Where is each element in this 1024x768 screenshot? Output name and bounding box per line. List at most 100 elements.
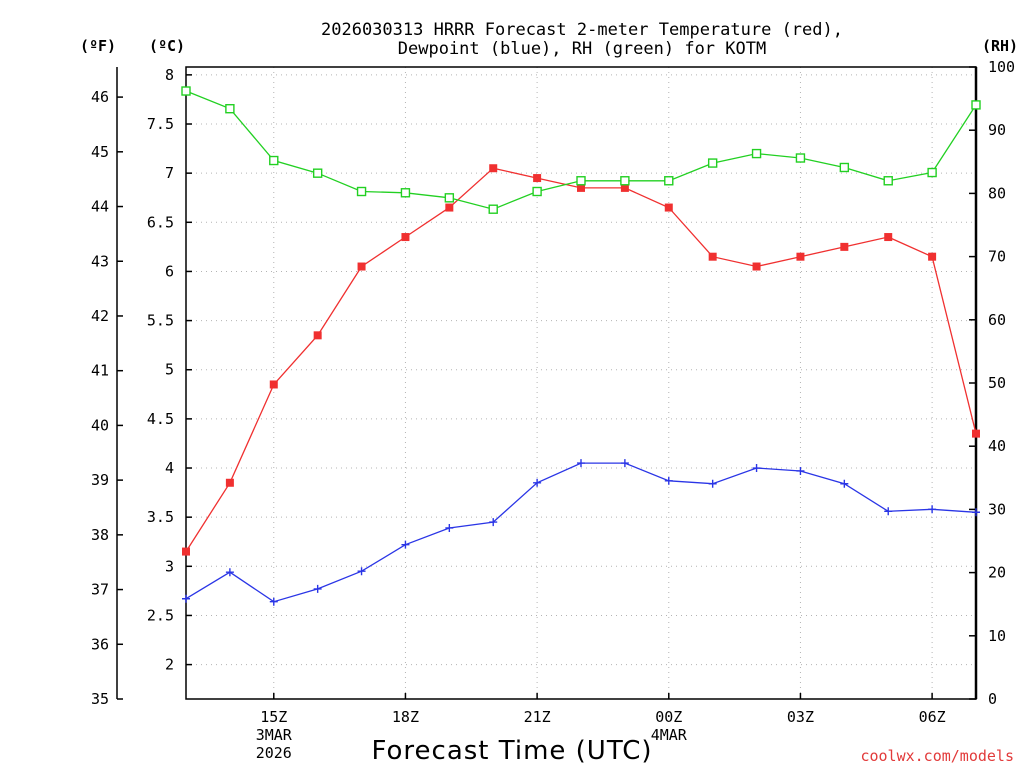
chart-title-line-2: Dewpoint (blue), RH (green) for KOTM <box>398 39 766 59</box>
dewpoint-point <box>840 479 849 488</box>
fahrenheit-tick-label: 44 <box>91 198 109 216</box>
celsius-tick-label: 7 <box>165 164 174 182</box>
temperature-point <box>445 203 454 212</box>
credit-link[interactable]: coolwx.com/models <box>860 747 1014 765</box>
celsius-tick-label: 6 <box>165 262 174 280</box>
fahrenheit-axis-label: (ºF) <box>80 37 116 55</box>
fahrenheit-tick-label: 43 <box>91 252 109 270</box>
temperature-point <box>840 242 849 251</box>
fahrenheit-tick-label: 40 <box>91 416 109 434</box>
fahrenheit-tick-label: 45 <box>91 143 109 161</box>
plot-frame <box>185 66 977 700</box>
x-axis-title: Forecast Time (UTC) <box>371 736 652 766</box>
rh-tick-label: 30 <box>988 500 1006 518</box>
celsius-tick-label: 4 <box>165 459 174 477</box>
rh-point <box>356 186 367 197</box>
dewpoint-point <box>445 523 454 532</box>
dewpoint-point <box>489 518 498 527</box>
rh-tick-label: 0 <box>988 690 997 708</box>
dewpoint-point <box>313 584 322 593</box>
rh-point <box>225 104 235 114</box>
celsius-tick-label: 8 <box>165 66 174 84</box>
rh-point <box>576 176 586 186</box>
celsius-tick-label: 2 <box>165 656 174 674</box>
rh-point <box>444 193 455 203</box>
rh-tick-label: 90 <box>988 121 1006 139</box>
x-tick-label: 3MAR <box>256 726 293 744</box>
x-tick-label: 21Z <box>524 708 551 726</box>
dewpoint-point <box>708 479 717 488</box>
celsius-tick-label: 6.5 <box>147 213 174 231</box>
rh-tick-label: 70 <box>988 248 1006 266</box>
temperature-point <box>225 478 234 487</box>
temperature-point <box>972 429 980 438</box>
temperature-point <box>182 547 190 556</box>
temperature-point <box>796 252 805 261</box>
celsius-tick-label: 5.5 <box>147 312 174 330</box>
dewpoint-point <box>269 597 278 606</box>
rh-tick-label: 10 <box>988 627 1006 645</box>
rh-point <box>532 186 542 197</box>
chart-title-line-1: 2026030313 HRRR Forecast 2-meter Tempera… <box>321 20 843 40</box>
dewpoint-point <box>884 507 893 516</box>
rh-point <box>664 176 674 186</box>
dewpoint-point <box>972 508 980 517</box>
rh-point <box>971 100 981 110</box>
rh-point <box>751 148 762 159</box>
celsius-tick-label: 5 <box>165 361 174 379</box>
fahrenheit-tick-label: 46 <box>91 88 109 106</box>
temperature-point <box>577 183 585 192</box>
celsius-tick-label: 3 <box>165 557 174 575</box>
rh-point <box>269 155 279 166</box>
temperature-point <box>620 183 629 192</box>
x-tick-label: 06Z <box>919 708 946 726</box>
temperature-point <box>928 252 937 261</box>
rh-point <box>181 86 191 96</box>
rh-tick-label: 20 <box>988 564 1006 582</box>
dewpoint-point <box>752 464 761 473</box>
temperature-line <box>185 167 977 552</box>
fahrenheit-tick-label: 38 <box>91 526 109 544</box>
celsius-tick-label: 3.5 <box>147 508 174 526</box>
rh-tick-label: 50 <box>988 374 1006 392</box>
temperature-point <box>884 233 893 242</box>
rh-tick-label: 100 <box>988 58 1015 76</box>
temperature-point <box>313 331 322 340</box>
rh-point <box>795 153 806 163</box>
dewpoint-point <box>225 568 234 577</box>
x-tick-label: 03Z <box>787 708 814 726</box>
dewpoint-point <box>577 459 585 468</box>
rh-point <box>927 167 937 178</box>
celsius-tick-label: 4.5 <box>147 410 174 428</box>
dewpoint-point <box>664 476 673 485</box>
celsius-tick-label: 7.5 <box>147 115 174 133</box>
dewpoint-point <box>928 505 937 514</box>
rh-axis-label: (RH) <box>982 37 1018 55</box>
data-series <box>181 86 981 606</box>
celsius-tick-label: 2.5 <box>147 606 174 624</box>
x-tick-label: 2026 <box>256 744 292 762</box>
x-tick-label: 18Z <box>392 708 419 726</box>
rh-point <box>400 188 411 198</box>
rh-point <box>707 158 718 168</box>
rh-point <box>620 176 630 186</box>
x-tick-label: 4MAR <box>651 726 688 744</box>
axes: 35 36 37 38 39 40 41 42 43 44 45 46 2 2.5 3 3.5 4 4.5 5 5.5… <box>91 58 1015 708</box>
dewpoint-point <box>357 567 366 576</box>
temperature-point <box>708 252 717 261</box>
x-tick-label: 15Z <box>260 708 287 726</box>
x-tick-label: 00Z <box>655 708 682 726</box>
temperature-point <box>269 380 278 389</box>
fahrenheit-tick-label: 41 <box>91 362 109 380</box>
rh-tick-label: 80 <box>988 184 1006 202</box>
dewpoint-point <box>620 459 629 468</box>
rh-tick-label: 60 <box>988 311 1006 329</box>
celsius-axis-label: (ºC) <box>149 37 185 55</box>
temperature-point <box>357 262 366 271</box>
dewpoint-point <box>182 594 190 603</box>
temperature-point <box>489 164 498 173</box>
fahrenheit-tick-label: 42 <box>91 307 109 325</box>
rh-point <box>488 204 498 214</box>
rh-point <box>883 176 893 186</box>
